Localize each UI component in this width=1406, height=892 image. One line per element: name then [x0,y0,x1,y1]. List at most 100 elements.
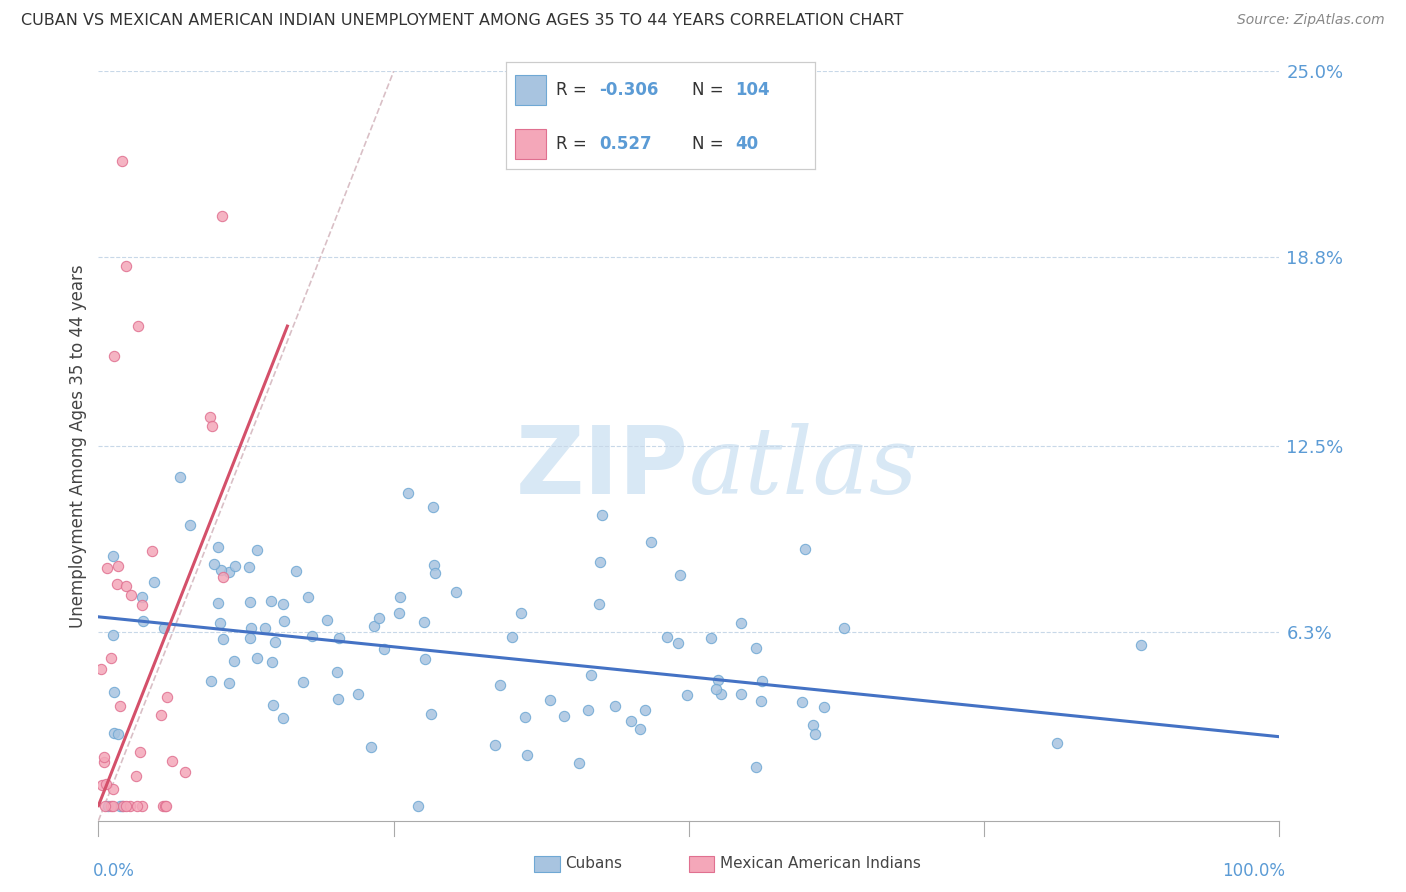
Point [114,798,136,813]
Point [127,798,149,813]
Text: ZIP: ZIP [516,423,689,515]
Point [579,668,602,682]
Point [745,760,768,774]
Point [253,621,276,635]
Point [620,714,643,729]
Text: R =: R = [555,135,586,153]
FancyBboxPatch shape [516,128,547,159]
Point [415,652,437,666]
Point [132,615,155,629]
Point [111,798,134,813]
Point [218,676,240,690]
Point [101,628,124,642]
Point [422,500,444,515]
Point [207,540,229,554]
Point [700,631,723,645]
Point [155,798,177,813]
Point [801,718,824,732]
Point [591,508,613,522]
Point [224,654,246,668]
FancyBboxPatch shape [516,75,547,105]
Point [103,349,125,363]
Text: 0.527: 0.527 [599,135,651,153]
Point [211,209,233,223]
Point [96,561,118,575]
Point [212,570,235,584]
Point [589,555,612,569]
Point [103,726,125,740]
Text: Mexican American Indians: Mexican American Indians [720,856,921,871]
Point [93,750,115,764]
Point [108,798,131,813]
Text: N =: N = [692,81,723,99]
Point [832,622,855,636]
Point [131,798,153,813]
Text: -0.306: -0.306 [599,81,658,99]
Point [553,709,575,723]
Point [141,544,163,558]
Point [101,798,124,813]
Point [115,579,138,593]
Point [363,619,385,633]
Point [263,635,285,649]
Point [128,745,150,759]
Point [640,535,662,549]
Point [108,698,131,713]
Text: N =: N = [692,135,723,153]
Point [576,703,599,717]
Point [107,727,129,741]
Point [291,674,314,689]
Point [224,559,246,574]
Point [115,259,138,273]
Point [633,703,655,717]
Point [153,798,176,813]
Point [202,557,225,571]
Point [813,700,835,714]
Point [111,154,134,169]
Point [118,798,141,813]
Text: 0.0%: 0.0% [93,862,135,880]
Point [120,588,142,602]
Point [239,621,262,635]
Text: 100.0%: 100.0% [1222,862,1285,880]
Point [173,764,195,779]
Point [91,778,114,792]
Point [238,559,260,574]
Point [510,606,533,620]
Point [444,585,467,599]
Point [101,549,124,563]
Point [325,665,347,679]
Point [246,651,269,665]
Point [730,687,752,701]
Point [131,591,153,605]
Point [143,575,166,590]
Point [388,606,411,620]
Point [1046,736,1069,750]
Point [273,614,295,628]
Text: CUBAN VS MEXICAN AMERICAN INDIAN UNEMPLOYMENT AMONG AGES 35 TO 44 YEARS CORRELAT: CUBAN VS MEXICAN AMERICAN INDIAN UNEMPLO… [21,13,904,29]
Point [198,409,221,424]
Text: 104: 104 [735,81,769,99]
Point [149,707,172,722]
Point [152,798,174,813]
Point [389,590,412,604]
Point [793,542,815,557]
Point [326,691,349,706]
Point [360,740,382,755]
Point [207,596,229,610]
Point [489,677,512,691]
Point [538,693,561,707]
Point [93,756,115,770]
Point [710,687,733,701]
Point [704,681,727,696]
Point [169,470,191,484]
Point [127,319,149,334]
Text: Source: ZipAtlas.com: Source: ZipAtlas.com [1237,13,1385,28]
Point [790,695,813,709]
Point [666,636,689,650]
Point [423,566,446,581]
Point [605,699,627,714]
Point [100,798,122,813]
Point [301,629,323,643]
Point [260,594,283,608]
